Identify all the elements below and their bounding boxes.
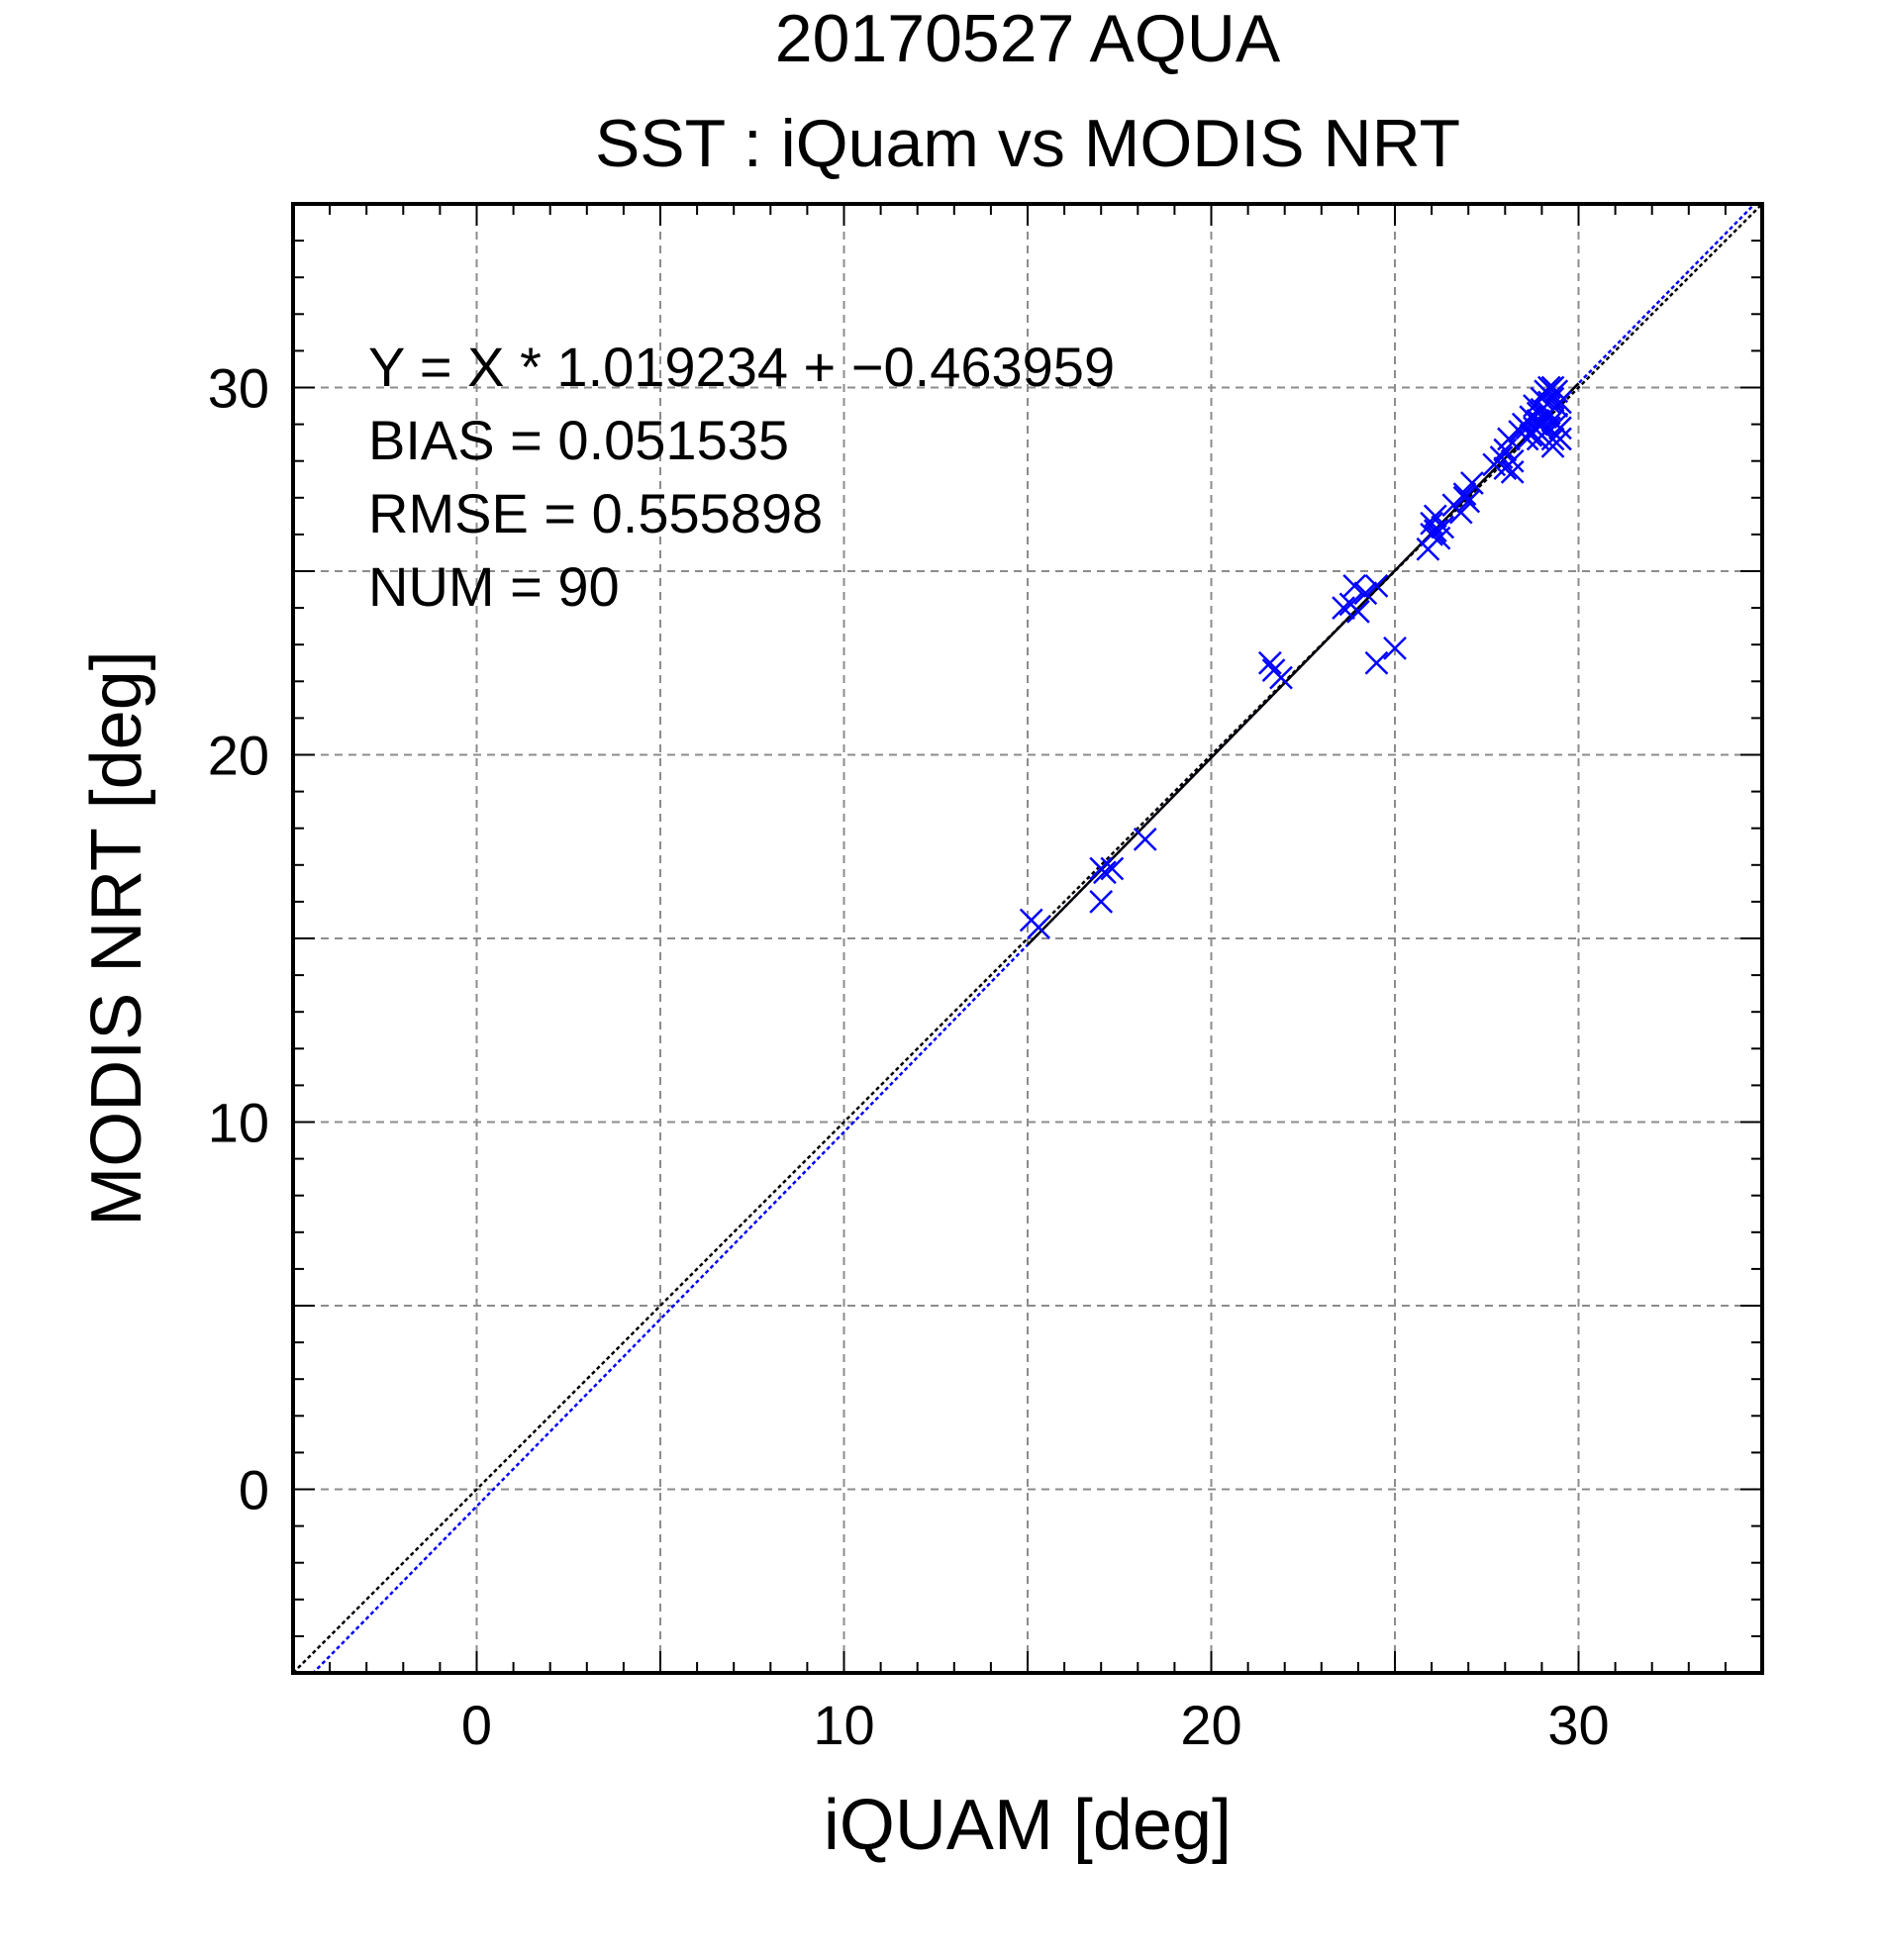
x-tick-label: 10 <box>813 1694 874 1756</box>
data-points <box>1019 375 1572 939</box>
data-point <box>1526 401 1550 426</box>
data-point <box>1431 515 1455 539</box>
y-tick-label: 0 <box>239 1459 269 1521</box>
x-axis-label: iQUAM [deg] <box>824 1786 1232 1865</box>
data-point <box>1548 416 1572 441</box>
data-point <box>1093 860 1117 885</box>
x-tick-label: 20 <box>1180 1694 1241 1756</box>
data-point <box>1383 637 1407 660</box>
data-point <box>1500 459 1525 484</box>
data-point <box>1089 890 1114 914</box>
data-point <box>1548 390 1572 415</box>
data-point <box>1500 448 1525 473</box>
chart-title: 20170527 AQUA <box>775 1 1281 76</box>
chart-subtitle: SST : iQuam vs MODIS NRT <box>595 106 1460 181</box>
data-point <box>1353 581 1378 606</box>
x-tick-labels: 0 10 20 30 <box>461 1694 1610 1756</box>
fit-line-segment <box>1027 382 1580 946</box>
data-point <box>1257 650 1282 675</box>
data-point <box>1460 471 1484 495</box>
annotation-bias: BIAS = 0.051535 <box>368 409 789 471</box>
plot-frame <box>291 202 1764 1675</box>
y-tick-labels: 0 10 20 30 <box>208 357 269 1521</box>
data-point <box>1423 519 1447 543</box>
x-tick-label: 0 <box>461 1694 492 1756</box>
data-point <box>1342 573 1367 598</box>
y-axis-label: MODIS NRT [deg] <box>77 650 156 1226</box>
y-tick-label: 10 <box>208 1092 269 1154</box>
annotation-regression: Y = X * 1.019234 + −0.463959 <box>368 336 1115 398</box>
data-point <box>1332 596 1355 620</box>
y-tick-label: 30 <box>208 357 269 420</box>
data-point <box>1027 915 1051 939</box>
grid-lines <box>293 204 1762 1673</box>
data-point <box>1364 650 1389 675</box>
data-point <box>1100 856 1125 881</box>
data-point <box>1452 485 1477 510</box>
data-point <box>1133 827 1157 851</box>
data-point <box>1448 500 1473 525</box>
data-point <box>1346 599 1370 624</box>
x-tick-label: 30 <box>1547 1694 1609 1756</box>
annotation-rmse: RMSE = 0.555898 <box>368 482 823 544</box>
data-point <box>1269 665 1293 690</box>
y-tick-label: 20 <box>208 725 269 787</box>
reference-lines <box>293 204 1762 1673</box>
data-point <box>1364 573 1389 598</box>
data-point <box>1452 482 1477 506</box>
annotation-num: NUM = 90 <box>368 555 620 618</box>
data-point <box>1536 416 1561 441</box>
